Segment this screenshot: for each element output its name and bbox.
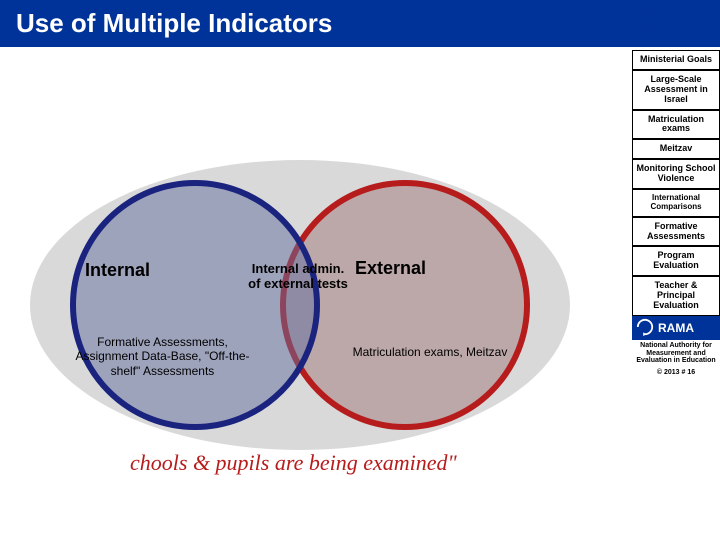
- sidebar-item-ministerial-goals[interactable]: Ministerial Goals: [632, 50, 720, 70]
- up-icon[interactable]: [672, 8, 708, 28]
- intersection-label: Internal admin. of external tests: [248, 262, 348, 292]
- sidebar-item-monitoring[interactable]: Monitoring School Violence: [632, 159, 720, 189]
- rama-logo-text: RAMA: [658, 321, 694, 335]
- sidebar-item-matriculation[interactable]: Matriculation exams: [632, 110, 720, 140]
- rama-logo: RAMA: [632, 316, 720, 340]
- prev-next-icon[interactable]: [632, 8, 668, 28]
- sidebar-item-large-scale[interactable]: Large-Scale Assessment in Israel: [632, 70, 720, 110]
- external-title: External: [355, 258, 426, 279]
- title-bar: Use of Multiple Indicators: [0, 0, 720, 47]
- footer-authority: National Authority for Measurement and E…: [632, 340, 720, 367]
- sidebar-item-meitzav[interactable]: Meitzav: [632, 139, 720, 159]
- internal-title: Internal: [85, 260, 150, 281]
- footer-copyright: © 2013 # 16: [632, 367, 720, 379]
- page-title: Use of Multiple Indicators: [16, 8, 332, 38]
- sidebar-item-program-eval[interactable]: Program Evaluation: [632, 246, 720, 276]
- sidebar-item-formative[interactable]: Formative Assessments: [632, 217, 720, 247]
- sidebar-item-teacher-eval[interactable]: Teacher & Principal Evaluation: [632, 276, 720, 316]
- bottom-script-text: chools & pupils are being examined": [130, 450, 457, 476]
- sidebar-item-international[interactable]: International Comparisons: [632, 189, 720, 217]
- nav-icons: [632, 8, 708, 28]
- external-body: Matriculation exams, Meitzav: [340, 345, 520, 361]
- internal-circle: [70, 180, 320, 430]
- internal-body: Formative Assessments, Assignment Data-B…: [75, 335, 250, 378]
- sidebar: Ministerial Goals Large-Scale Assessment…: [632, 50, 720, 379]
- venn-diagram: Internal External Internal admin. of ext…: [20, 130, 580, 480]
